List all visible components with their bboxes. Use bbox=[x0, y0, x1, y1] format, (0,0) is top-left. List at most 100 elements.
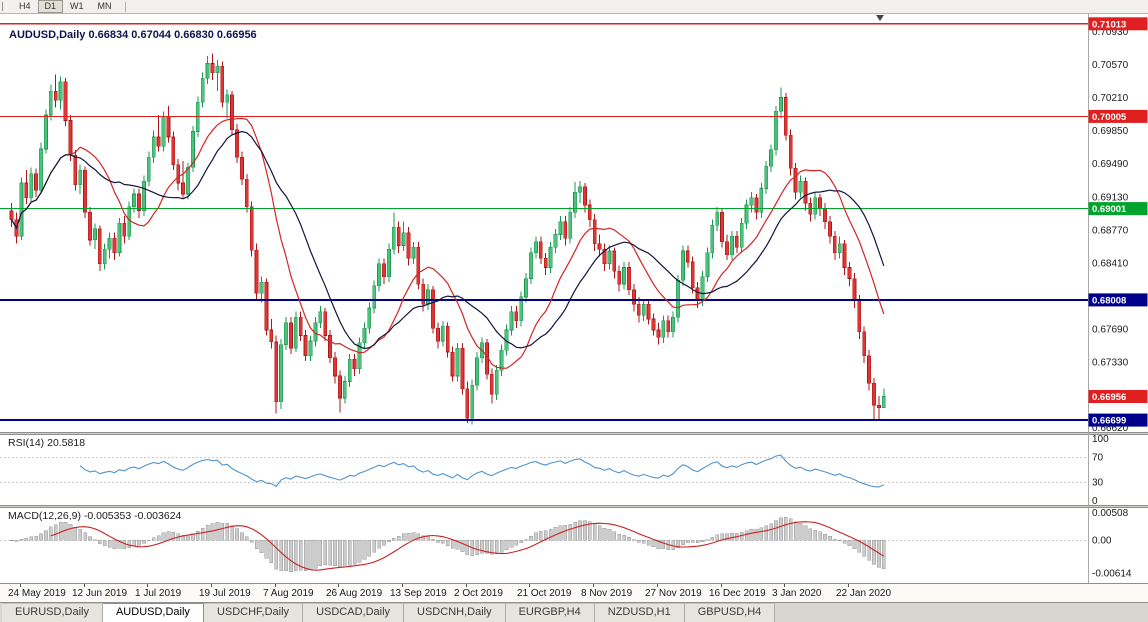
candle-body bbox=[357, 342, 362, 369]
chart-shift-marker-icon[interactable] bbox=[876, 15, 884, 21]
macd-histogram-bar bbox=[543, 530, 548, 541]
macd-histogram-bar bbox=[382, 540, 386, 546]
macd-histogram-bar bbox=[793, 521, 798, 541]
candle-body bbox=[337, 375, 342, 399]
main-price-panel[interactable] bbox=[0, 23, 1088, 425]
toolbar-separator bbox=[124, 1, 126, 12]
tab-eurusd-daily[interactable]: EURUSD,Daily bbox=[2, 603, 103, 622]
date-label: 2 Oct 2019 bbox=[454, 588, 503, 599]
candle-body bbox=[112, 237, 117, 254]
candle-body bbox=[548, 247, 553, 268]
candle-body bbox=[813, 197, 818, 215]
candle-body bbox=[631, 289, 636, 305]
macd-histogram-bar bbox=[426, 536, 430, 541]
candle-body bbox=[612, 250, 617, 272]
candle-body bbox=[641, 303, 646, 316]
date-axis[interactable]: 24 May 2019 12 Jun 2019 1 Jul 2019 19 Jul 2… bbox=[0, 583, 1148, 602]
price-axis[interactable]: 0.70930 0.70570 0.70210 0.69850 0.69490 0.691… bbox=[1088, 13, 1148, 583]
macd-histogram-bar bbox=[676, 540, 680, 548]
tab-gbpusd-h4[interactable]: GBPUSD,H4 bbox=[684, 603, 776, 622]
date-label: 8 Nov 2019 bbox=[581, 588, 633, 599]
candle-body bbox=[225, 94, 230, 103]
macd-histogram-bar bbox=[279, 540, 283, 572]
candle-body bbox=[769, 149, 774, 167]
macd-histogram-bar bbox=[362, 540, 367, 560]
macd-histogram-bar bbox=[749, 529, 754, 541]
price-badge-label: 0.70005 bbox=[1092, 112, 1127, 123]
macd-histogram-bar bbox=[847, 540, 852, 546]
candle-body bbox=[720, 212, 725, 243]
macd-histogram-bar bbox=[436, 540, 440, 543]
macd-histogram-bar bbox=[529, 535, 533, 541]
candle-body bbox=[318, 311, 323, 323]
price-axis-label: 0.67690 bbox=[1092, 325, 1129, 336]
candle-body bbox=[396, 226, 401, 246]
candle-body bbox=[146, 157, 151, 182]
tab-nzdusd-h1[interactable]: NZDUSD,H1 bbox=[594, 603, 685, 622]
tab-usdcnh-daily[interactable]: USDCNH,Daily bbox=[404, 603, 506, 622]
toolbar-grip[interactable] bbox=[2, 2, 7, 11]
candle-body bbox=[151, 136, 156, 158]
rsi-panel[interactable] bbox=[0, 454, 1088, 488]
macd-histogram-bar bbox=[14, 540, 19, 542]
macd-histogram-bar bbox=[597, 525, 602, 541]
candle-body bbox=[847, 267, 852, 279]
macd-histogram-bar bbox=[568, 523, 573, 541]
macd-histogram-bar bbox=[63, 522, 68, 541]
candle-body bbox=[636, 303, 641, 316]
candle-body bbox=[700, 276, 705, 301]
macd-histogram-bar bbox=[406, 533, 411, 541]
timeframe-button-d1[interactable]: D1 bbox=[37, 0, 64, 13]
candle-body bbox=[372, 285, 377, 309]
timeframe-button-w1[interactable]: W1 bbox=[70, 1, 84, 11]
macd-histogram-bar bbox=[725, 533, 729, 541]
candle-body bbox=[842, 243, 847, 268]
tab-usdcad-daily[interactable]: USDCAD,Daily bbox=[303, 603, 405, 622]
panel-separator[interactable] bbox=[0, 505, 1148, 508]
tab-audusd-daily[interactable]: AUDUSD,Daily bbox=[102, 603, 204, 622]
date-tick bbox=[466, 584, 467, 587]
macd-histogram-bar bbox=[107, 540, 112, 548]
rsi-line bbox=[79, 454, 885, 488]
candle-body bbox=[617, 270, 622, 285]
macd-histogram-bar bbox=[480, 540, 484, 554]
candle-body bbox=[377, 263, 382, 287]
candle-body bbox=[450, 351, 455, 377]
macd-histogram-bar bbox=[499, 540, 504, 553]
macd-histogram-bar bbox=[573, 521, 577, 541]
macd-histogram-bar bbox=[783, 517, 788, 541]
macd-axis-label: 0.00508 bbox=[1092, 508, 1129, 519]
candle-body bbox=[342, 381, 347, 399]
price-axis-label: 0.68770 bbox=[1092, 225, 1129, 236]
tab-eurgbp-h4[interactable]: EURGBP,H4 bbox=[505, 603, 595, 622]
macd-panel[interactable] bbox=[0, 517, 1088, 573]
macd-histogram-bar bbox=[587, 521, 592, 541]
date-tick bbox=[275, 584, 276, 587]
candle-body bbox=[264, 281, 269, 331]
candle-body bbox=[823, 208, 827, 222]
macd-histogram-bar bbox=[730, 533, 734, 541]
tab-usdchf-daily[interactable]: USDCHF,Daily bbox=[203, 603, 304, 622]
candle-body bbox=[274, 341, 279, 403]
timeframe-button-h4[interactable]: H4 bbox=[19, 1, 31, 11]
chart-canvas[interactable]: 0.70930 0.70570 0.70210 0.69850 0.69490 0.691… bbox=[0, 13, 1148, 583]
candle-body bbox=[323, 311, 328, 336]
macd-histogram-bar bbox=[53, 524, 58, 541]
candle-body bbox=[166, 116, 171, 138]
macd-histogram-bar bbox=[396, 535, 401, 541]
date-label: 24 May 2019 bbox=[8, 588, 66, 599]
timeframe-button-mn[interactable]: MN bbox=[97, 1, 112, 11]
macd-histogram-bar bbox=[230, 525, 234, 541]
panel-separator[interactable] bbox=[0, 432, 1148, 435]
macd-histogram-bar bbox=[705, 539, 710, 541]
macd-histogram-bar bbox=[73, 527, 78, 541]
macd-histogram-bar bbox=[421, 535, 426, 541]
price-badge bbox=[1088, 109, 1148, 123]
macd-histogram-bar bbox=[151, 537, 156, 541]
price-badge bbox=[1088, 390, 1148, 403]
candle-body bbox=[43, 114, 48, 150]
candle-body bbox=[695, 287, 700, 301]
rsi-axis-label: 100 bbox=[1092, 434, 1109, 445]
macd-histogram-bar bbox=[225, 523, 230, 541]
macd-histogram-bar bbox=[83, 532, 87, 541]
